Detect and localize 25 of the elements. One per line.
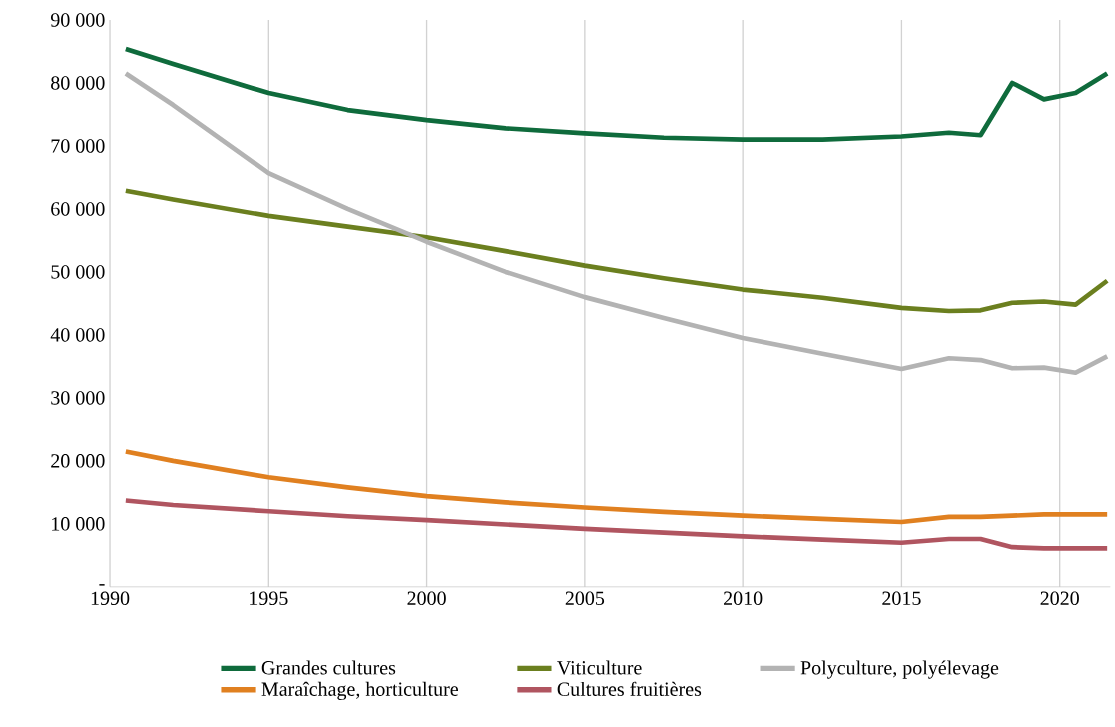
x-tick-label: 2015 — [882, 591, 921, 606]
x-tick-label: 2000 — [407, 591, 446, 606]
x-tick-label: 1990 — [91, 591, 130, 606]
x-tick-label: 2020 — [1040, 591, 1079, 606]
legend-label: Polyculture, polyélevage — [800, 660, 999, 679]
y-tick-label: 70 000 — [51, 139, 105, 153]
line-series — [123, 46, 1110, 143]
legend-label: Cultures fruitières — [557, 681, 702, 697]
y-tick-label: - — [99, 584, 105, 586]
y-tick-label: 30 000 — [51, 391, 105, 405]
line-series — [123, 71, 1110, 376]
y-tick-label: 90 000 — [50, 13, 105, 27]
x-tick-label: 2005 — [565, 591, 605, 606]
legend-label: Maraîchage, horticulture — [261, 681, 458, 701]
x-tick-label: 1995 — [250, 591, 288, 606]
y-tick-label: 50 000 — [51, 265, 105, 279]
y-tick-label: 20 000 — [51, 454, 105, 468]
y-tick-label: 10 000 — [52, 517, 105, 531]
line-series — [123, 188, 1110, 314]
legend-label: Viticulture — [557, 660, 642, 675]
y-tick-label: 80 000 — [51, 76, 105, 90]
x-tick-label: 2010 — [724, 591, 763, 606]
y-tick-label: 40 000 — [50, 328, 105, 342]
legend-label: Grandes cultures — [261, 660, 396, 675]
y-tick-label: 60 000 — [51, 202, 105, 216]
